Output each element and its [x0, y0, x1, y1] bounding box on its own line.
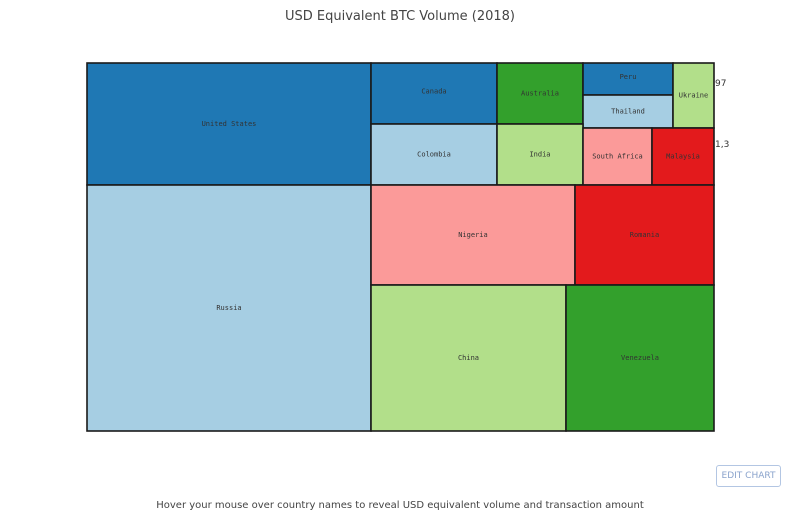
treemap-label-peru[interactable]: Peru — [620, 73, 637, 81]
treemap-cell-china[interactable] — [370, 284, 567, 432]
treemap-cell-india[interactable] — [496, 123, 584, 186]
treemap-label-colombia[interactable]: Colombia — [417, 151, 451, 159]
treemap-label-united-states[interactable]: United States — [202, 120, 257, 128]
treemap-cell-colombia[interactable] — [370, 123, 498, 186]
treemap-label-venezuela[interactable]: Venezuela — [621, 354, 659, 362]
chart-title: USD Equivalent BTC Volume (2018) — [285, 9, 515, 24]
treemap-label-russia[interactable]: Russia — [216, 304, 241, 312]
edge-value-label: 97 — [715, 79, 726, 89]
footer-caption: Hover your mouse over country names to r… — [156, 500, 644, 511]
treemap-cell-thailand[interactable] — [582, 94, 674, 129]
treemap-cell-romania[interactable] — [574, 184, 715, 286]
treemap-label-china[interactable]: China — [458, 354, 479, 362]
treemap-label-india[interactable]: India — [529, 151, 550, 159]
treemap-label-thailand[interactable]: Thailand — [611, 108, 645, 116]
treemap-label-canada[interactable]: Canada — [421, 88, 446, 96]
treemap-label-nigeria[interactable]: Nigeria — [458, 231, 488, 239]
treemap-cell-venezuela[interactable] — [565, 284, 715, 432]
treemap-label-romania[interactable]: Romania — [630, 231, 660, 239]
treemap-label-australia[interactable]: Australia — [521, 90, 559, 98]
treemap-label-malaysia[interactable]: Malaysia — [666, 153, 700, 161]
edit-chart-button[interactable]: EDIT CHART — [716, 465, 781, 487]
edge-value-label: 1,3 — [715, 140, 729, 150]
treemap-cell-malaysia[interactable] — [651, 127, 715, 186]
treemap-label-south-africa[interactable]: South Africa — [592, 153, 643, 161]
treemap-cell-ukraine[interactable] — [672, 62, 715, 129]
treemap-cell-russia[interactable] — [86, 184, 372, 432]
treemap-label-ukraine[interactable]: Ukraine — [679, 92, 709, 100]
treemap-cell-nigeria[interactable] — [370, 184, 576, 286]
